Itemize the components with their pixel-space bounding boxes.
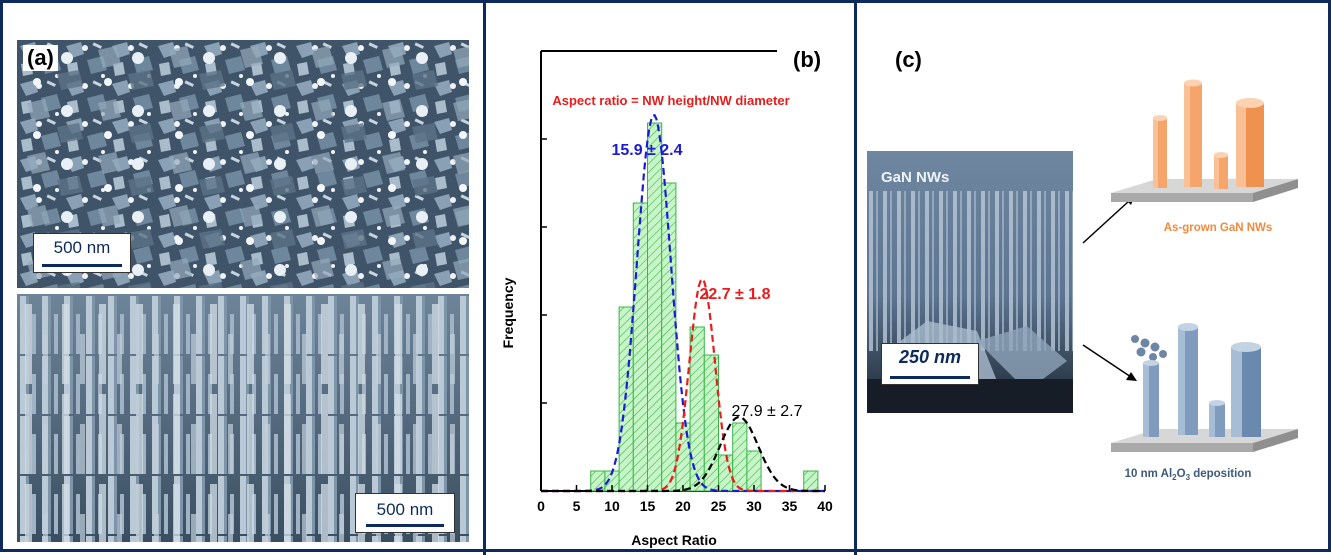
divider-a-b [483, 3, 486, 555]
scale-bar-top-label: 500 nm [53, 238, 111, 257]
panel-a-label: (a) [23, 45, 58, 71]
histogram-bar [689, 326, 705, 492]
histogram-bar [718, 454, 734, 492]
fit-curve-2 [541, 416, 825, 493]
al2o3-particles-icon [1131, 335, 1167, 361]
histogram-bar [647, 122, 663, 492]
scale-bar-top: 500 nm [33, 233, 131, 273]
histogram-bar [703, 354, 720, 492]
peak-label-black: 27.9 ± 2.7 [731, 403, 802, 420]
x-tick-label-4: 20 [675, 498, 691, 514]
divider-b-c [854, 3, 857, 555]
asgrown-nanowires [1153, 79, 1264, 189]
coated-nanowires [1143, 323, 1261, 437]
scale-bar-bottom-label: 500 nm [376, 500, 434, 519]
coated-substrate [1111, 429, 1298, 452]
arrow-to-asgrown [1082, 195, 1135, 244]
x-tick-label-2: 10 [604, 498, 620, 514]
sem-gan-title: GaN NWs [881, 169, 950, 186]
x-tick-label-0: 0 [537, 498, 545, 514]
scale-bar-gan: 250 nm [881, 343, 979, 385]
scale-bar-top-line [42, 264, 122, 267]
scale-bar-gan-label: 250 nm [898, 347, 962, 367]
panel-c-label: (c) [895, 47, 922, 72]
caption-asgrown: As-grown GaN NWs [1164, 222, 1273, 234]
y-axis-label: Frequency [500, 277, 516, 348]
caption-coated: 10 nm Al2O3 deposition [1125, 468, 1252, 482]
x-tick-label-1: 5 [573, 498, 581, 514]
chart-annotation: Aspect ratio = NW height/NW diameter [552, 93, 789, 108]
scale-bar-gan-line [890, 376, 970, 379]
x-axis-label: Aspect Ratio [631, 532, 717, 548]
sem-tilted-texture [17, 294, 469, 542]
peak-label-blue: 15.9 ± 2.4 [611, 142, 682, 159]
x-tick-label-8: 40 [817, 498, 833, 514]
asgrown-substrate [1111, 179, 1298, 202]
x-tick-label-5: 25 [711, 498, 727, 514]
x-tick-label-6: 30 [746, 498, 762, 514]
histogram-bar [632, 202, 649, 492]
panel-b-label: (b) [793, 47, 822, 72]
peak-label-red: 22.7 ± 1.8 [699, 286, 770, 303]
histogram-chart: 0 5 10 15 20 25 30 35 40 Aspect ratio = NW heigh… [500, 50, 833, 548]
x-tick-label-3: 15 [640, 498, 656, 514]
sem-image-tilted-view [17, 294, 469, 542]
histogram-bar [803, 470, 819, 492]
nanowire-schematics: As-grown GaN NWs 10 nm Al2O3 deposi [1082, 79, 1298, 482]
scale-bar-bottom-line [366, 524, 444, 527]
x-tick-label-7: 35 [782, 498, 798, 514]
arrow-to-coated [1082, 344, 1137, 381]
scale-bar-bottom: 500 nm [355, 493, 455, 533]
